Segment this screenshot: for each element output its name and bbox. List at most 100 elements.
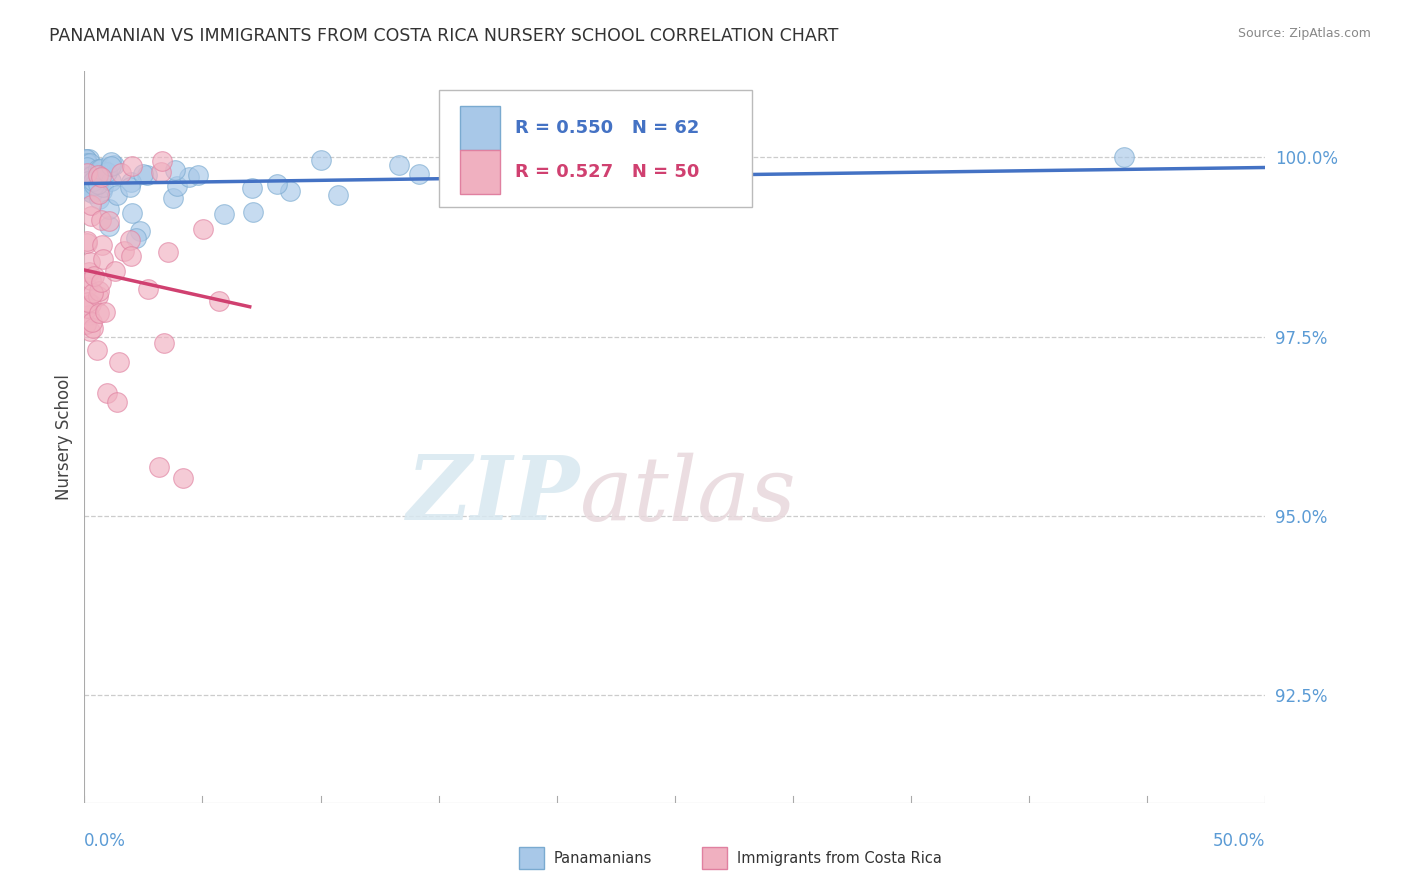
Point <box>136 168 159 182</box>
Point <box>76 234 98 248</box>
Point <box>80 316 103 330</box>
Point <box>79 156 101 170</box>
Point <box>75 153 97 167</box>
FancyBboxPatch shape <box>460 106 501 150</box>
Point <box>79 175 101 189</box>
Point <box>87 161 110 176</box>
Point <box>90 169 112 184</box>
Point <box>98 219 121 234</box>
Text: Source: ZipAtlas.com: Source: ZipAtlas.com <box>1237 27 1371 40</box>
Point <box>157 244 180 259</box>
Point <box>76 160 98 174</box>
Point <box>77 295 100 310</box>
Point <box>82 286 104 301</box>
Point <box>150 154 173 169</box>
Point <box>120 233 142 247</box>
Point <box>77 178 100 192</box>
Point <box>96 165 118 179</box>
Point <box>187 168 209 182</box>
FancyBboxPatch shape <box>439 90 752 207</box>
Point <box>94 305 117 319</box>
Point <box>76 280 98 294</box>
Point <box>172 470 194 484</box>
Point <box>121 159 143 173</box>
Point <box>105 395 128 409</box>
Point <box>96 385 118 400</box>
Point <box>86 343 108 357</box>
Point <box>87 192 110 206</box>
Point <box>148 460 170 475</box>
Point <box>110 166 132 180</box>
Point <box>103 159 125 173</box>
Point <box>666 172 689 186</box>
Point <box>129 224 152 238</box>
Point <box>179 169 201 184</box>
Text: atlas: atlas <box>581 452 796 539</box>
Text: Immigrants from Costa Rica: Immigrants from Costa Rica <box>737 851 942 865</box>
Point <box>309 153 332 167</box>
Point <box>388 158 411 172</box>
Point <box>162 191 184 205</box>
Point <box>82 321 104 335</box>
Point <box>91 161 114 175</box>
Point <box>76 181 98 195</box>
Point <box>1112 150 1135 164</box>
Point <box>76 156 98 170</box>
Text: PANAMANIAN VS IMMIGRANTS FROM COSTA RICA NURSERY SCHOOL CORRELATION CHART: PANAMANIAN VS IMMIGRANTS FROM COSTA RICA… <box>49 27 838 45</box>
Point <box>104 264 127 278</box>
Point <box>76 301 98 315</box>
Point <box>80 197 103 211</box>
Point <box>87 187 110 202</box>
Point <box>266 177 288 191</box>
Point <box>75 317 97 331</box>
Point <box>662 175 685 189</box>
Point <box>100 159 122 173</box>
Point <box>75 169 97 184</box>
Y-axis label: Nursery School: Nursery School <box>55 374 73 500</box>
Point <box>108 355 131 369</box>
Point <box>278 184 301 198</box>
Point <box>76 175 98 189</box>
Point <box>79 161 101 176</box>
Point <box>87 289 110 303</box>
Point <box>79 324 101 338</box>
Point <box>80 165 103 179</box>
Text: 50.0%: 50.0% <box>1213 832 1265 850</box>
Point <box>153 336 176 351</box>
Point <box>83 268 105 283</box>
Point <box>90 276 112 290</box>
Point <box>207 293 229 308</box>
Point <box>76 236 98 251</box>
Point <box>80 186 103 200</box>
Point <box>150 165 173 179</box>
Point <box>76 166 98 180</box>
Point <box>98 214 121 228</box>
Text: 0.0%: 0.0% <box>84 832 127 850</box>
Point <box>77 169 100 184</box>
Point <box>90 212 112 227</box>
Point <box>105 188 128 202</box>
Point <box>77 185 100 199</box>
Point <box>242 204 264 219</box>
Point <box>75 152 97 166</box>
Point <box>136 281 159 295</box>
Point <box>83 178 105 193</box>
Point <box>79 254 101 268</box>
Text: R = 0.550   N = 62: R = 0.550 N = 62 <box>516 119 700 137</box>
Text: Panamanians: Panamanians <box>554 851 652 865</box>
Point <box>163 163 186 178</box>
Point <box>89 161 111 176</box>
Point <box>212 207 235 221</box>
Point <box>120 175 142 189</box>
Point <box>82 174 104 188</box>
Point <box>77 308 100 322</box>
Point <box>98 202 121 217</box>
Point <box>112 244 135 259</box>
Point <box>79 181 101 195</box>
Point <box>118 179 141 194</box>
Point <box>408 167 430 181</box>
Point <box>80 273 103 287</box>
Point <box>86 178 108 192</box>
Point <box>120 249 142 263</box>
Point <box>91 252 114 266</box>
